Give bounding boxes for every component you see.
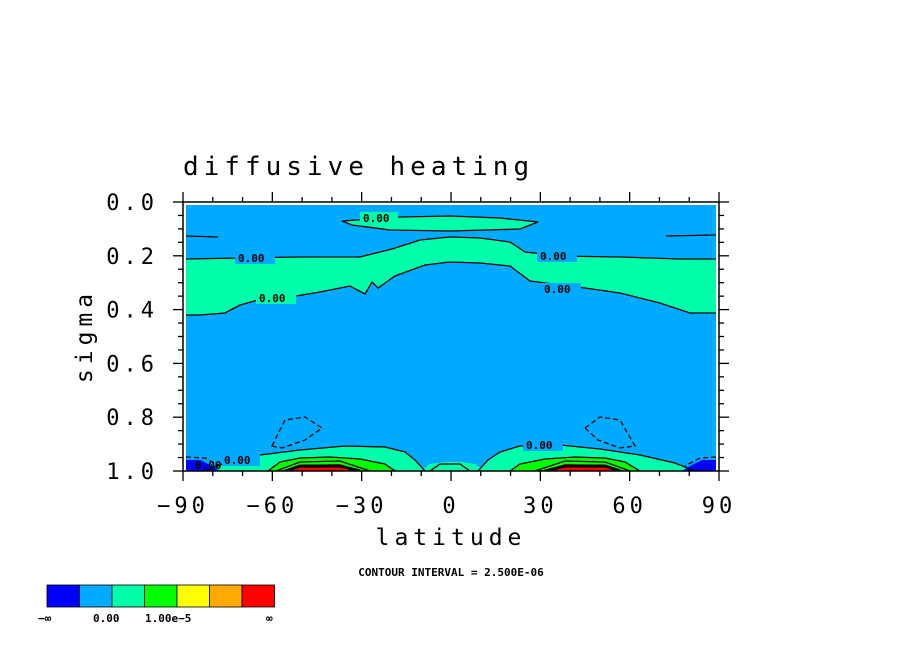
x-tick-label: 30 xyxy=(523,494,558,519)
x-tick-labels: −90 −60 −30 0 30 60 90 xyxy=(157,494,737,519)
contour-label: 0.00 xyxy=(238,252,265,265)
x-axis-label: latitude xyxy=(376,525,527,551)
contour-line xyxy=(186,235,219,238)
x-tick-label: 60 xyxy=(612,494,647,519)
contour-label: 0.00 xyxy=(259,292,286,305)
colorbar-swatch xyxy=(111,584,145,608)
chart-title: diffusive heating xyxy=(183,152,534,182)
contour-label: 0.00 xyxy=(544,283,571,296)
colorbar-label: −∞ xyxy=(38,612,52,625)
fill-cold-right xyxy=(682,460,716,471)
contour-line-negative xyxy=(684,456,716,467)
contour-label: 0.00 xyxy=(363,212,390,225)
colorbar-swatch xyxy=(144,584,178,608)
y-tick-label: 1.0 xyxy=(106,460,158,485)
y-tick-labels: 0.0 0.2 0.4 0.6 0.8 1.0 xyxy=(106,191,158,485)
contour-interval-note: CONTOUR INTERVAL = 2.500E-06 xyxy=(358,566,544,579)
colorbar-swatch xyxy=(79,584,113,608)
y-tick-label: 0.0 xyxy=(106,191,158,216)
y-tick-label: 0.8 xyxy=(106,406,158,431)
contour-line-negative xyxy=(583,416,637,449)
colorbar-label: ∞ xyxy=(266,612,273,625)
axis-ticks xyxy=(173,192,729,481)
colorbar xyxy=(46,584,275,608)
y-tick-label: 0.6 xyxy=(106,352,158,377)
contour-line xyxy=(509,456,641,471)
contour-line-negative xyxy=(186,456,221,467)
colorbar-swatch xyxy=(176,584,210,608)
contour-line xyxy=(275,460,371,471)
fill-surface-mid xyxy=(420,462,485,471)
x-tick-label: 0 xyxy=(442,494,459,519)
x-tick-label: −90 xyxy=(157,494,209,519)
contour-line xyxy=(267,456,396,471)
y-tick-label: 0.2 xyxy=(106,245,158,270)
contour-line xyxy=(534,460,631,471)
colorbar-swatch xyxy=(241,584,275,608)
colorbar-swatch xyxy=(209,584,243,608)
colorbar-label: 0.00 xyxy=(93,612,120,625)
x-tick-label: 90 xyxy=(702,494,737,519)
contour-label: 0.00 xyxy=(526,439,553,452)
y-tick-label: 0.4 xyxy=(106,299,158,324)
colorbar-label: 1.00e−5 xyxy=(145,612,191,625)
contour-label: 0.00 xyxy=(224,454,251,467)
contour-label: 0.00 xyxy=(195,459,222,472)
contour-labels: 0.00 0.00 0.00 0.00 0.00 0.00 0.00 0.00 xyxy=(195,212,581,472)
x-tick-label: −30 xyxy=(336,494,388,519)
contour-fills xyxy=(186,205,716,471)
x-tick-label: −60 xyxy=(246,494,298,519)
colorbar-labels: −∞ 0.00 1.00e−5 ∞ xyxy=(38,612,273,625)
colorbar-swatch xyxy=(46,584,80,608)
contour-line xyxy=(285,464,361,471)
contour-line xyxy=(341,215,539,232)
contour-line xyxy=(186,236,716,260)
contour-line-negative xyxy=(271,416,324,449)
y-axis-label: sigma xyxy=(72,289,98,383)
contour-lines xyxy=(186,215,716,471)
contour-label: 0.00 xyxy=(540,250,567,263)
contour-line xyxy=(665,234,716,237)
contour-line xyxy=(186,261,716,316)
contour-line xyxy=(429,463,471,471)
contour-line xyxy=(544,464,621,471)
